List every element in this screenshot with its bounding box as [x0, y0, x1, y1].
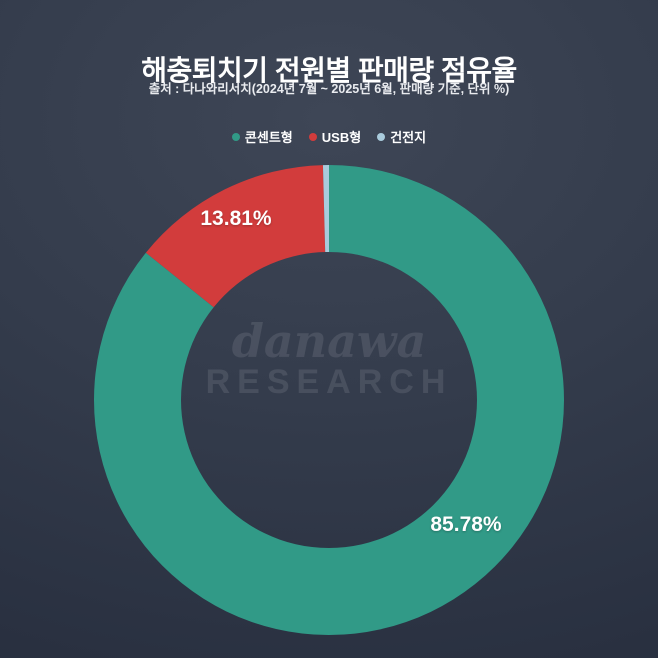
legend-dot-battery-icon [377, 132, 386, 141]
legend-dot-outlet-icon [231, 132, 240, 141]
donut-segment-USB형 [145, 165, 326, 308]
legend-item-outlet: 콘센트형 [231, 127, 293, 146]
chart-title: 해충퇴치기 전원별 판매량 점유율 [141, 54, 517, 86]
legend-label-outlet: 콘센트형 [244, 130, 293, 145]
legend-label-usb: USB형 [321, 130, 362, 145]
legend: 콘센트형 USB형 건전지 [0, 127, 658, 146]
value-label-usb: 13.81% [200, 207, 272, 230]
value-label-outlet: 85.78% [430, 513, 502, 536]
donut-chart: danawa RESEARCH 85.78% 13.81% [94, 165, 564, 635]
donut-segment-콘센트형 [94, 165, 564, 635]
donut-svg [94, 165, 564, 635]
legend-item-usb: USB형 [308, 127, 362, 146]
chart-source: 출처 : 다나와리서치(2024년 7월 ~ 2025년 6월, 판매량 기준,… [148, 82, 510, 96]
legend-dot-usb-icon [308, 132, 317, 141]
legend-item-battery: 건전지 [377, 127, 426, 146]
legend-label-battery: 건전지 [390, 130, 427, 145]
donut-segment-건전지 [322, 165, 329, 253]
